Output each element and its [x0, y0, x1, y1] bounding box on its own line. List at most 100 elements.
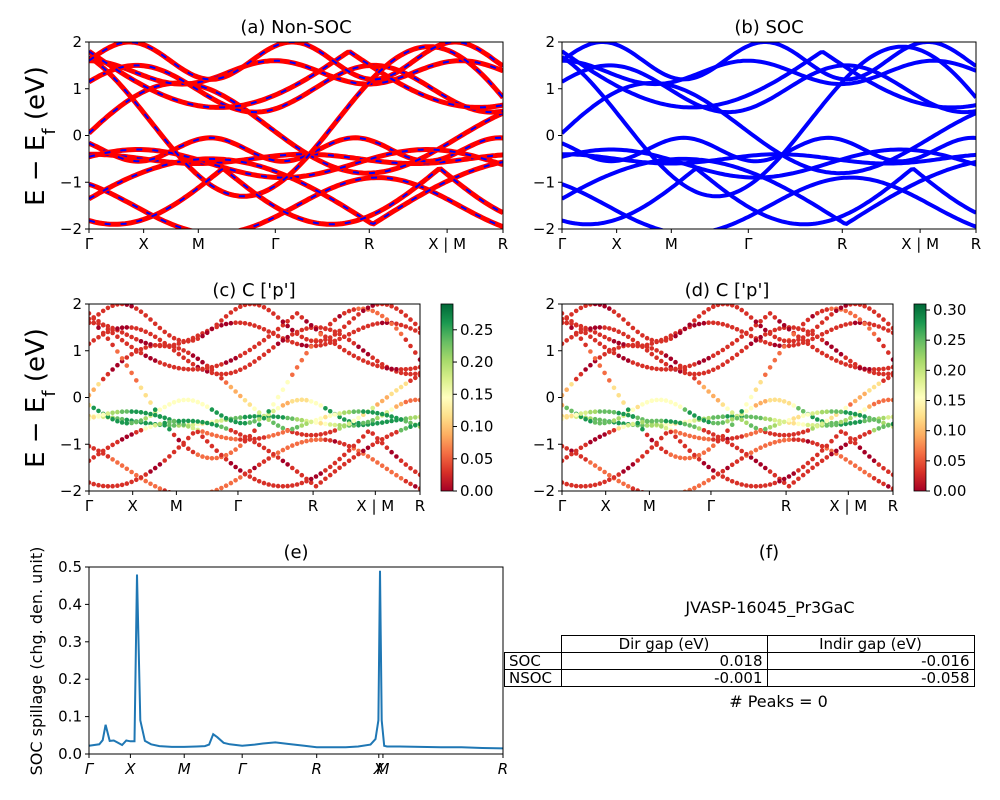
projected-band-point: [110, 367, 115, 372]
projected-band-point: [772, 397, 778, 403]
projected-band-point: [805, 469, 811, 474]
k-point-label: R: [781, 497, 791, 515]
projected-band-point: [89, 416, 92, 422]
y-tick-label: −2: [60, 220, 82, 238]
projected-band-point: [389, 449, 394, 455]
projected-band-point: [682, 326, 688, 332]
projected-band-point: [394, 404, 399, 409]
projected-band-point: [862, 418, 867, 424]
projected-band-point: [857, 466, 863, 472]
projected-band-point: [370, 421, 376, 427]
projected-band-point: [280, 338, 286, 343]
projected-band-point: [852, 440, 858, 446]
projected-band-point: [271, 402, 276, 407]
projected-band-point: [96, 382, 101, 387]
projected-band-point: [233, 419, 238, 425]
projected-band-point: [247, 474, 253, 479]
projected-band-point: [588, 349, 593, 354]
projected-band-point: [361, 308, 366, 314]
projected-band-point: [781, 437, 787, 443]
panel-d-frame: [561, 303, 894, 492]
projected-band-point: [644, 423, 650, 428]
projected-band-point: [96, 319, 101, 324]
projected-band-point: [214, 423, 219, 428]
projected-band-point: [677, 369, 683, 374]
projected-band-point: [190, 418, 196, 424]
projected-band-point: [677, 430, 683, 436]
projected-band-point: [621, 400, 626, 405]
projected-band-point: [824, 409, 830, 415]
projected-band-point: [181, 355, 186, 361]
projected-band-point: [588, 483, 593, 489]
projected-band-point: [408, 424, 413, 430]
projected-band-point: [777, 421, 782, 427]
projected-band-point: [890, 370, 893, 376]
projected-band-point: [356, 409, 361, 414]
projected-band-point: [640, 423, 645, 428]
projected-band-point: [649, 398, 655, 404]
projected-band-point: [668, 429, 674, 435]
projected-band-point: [186, 424, 191, 429]
projected-band-point: [725, 359, 730, 364]
projected-band-point: [786, 474, 792, 479]
projected-band-point: [394, 429, 399, 435]
projected-band-point: [592, 437, 598, 442]
projected-band-point: [389, 366, 394, 372]
projected-band-point: [119, 463, 125, 468]
projected-band-point: [886, 423, 891, 428]
projected-band-point: [105, 371, 111, 377]
gap-table-row: NSOC -0.001 -0.058: [504, 669, 975, 687]
projected-band-point: [223, 321, 229, 327]
projected-band-point: [214, 487, 219, 491]
projected-band-point: [204, 365, 210, 371]
projected-band-point: [219, 362, 224, 367]
projected-band-point: [569, 408, 574, 414]
projected-band-point: [815, 324, 820, 330]
projected-band-point: [327, 464, 333, 470]
projected-band-point: [327, 335, 333, 340]
projected-band-point: [417, 370, 420, 376]
gap-table-dir-value: -0.001: [560, 669, 768, 687]
projected-band-point: [602, 370, 607, 376]
projected-band-point: [162, 420, 167, 426]
projected-band-point: [564, 455, 569, 460]
projected-band-point: [162, 329, 167, 335]
projected-band-point: [611, 347, 617, 352]
projected-band-point: [654, 338, 659, 344]
projected-band-point: [692, 485, 697, 491]
k-point-label: R: [498, 760, 508, 778]
projected-band-point: [852, 420, 858, 425]
projected-band-point: [337, 440, 342, 446]
projected-band-point: [379, 320, 385, 326]
projected-band-point: [361, 358, 366, 363]
projected-band-point: [562, 316, 565, 322]
projected-band-point: [134, 409, 139, 415]
k-point-label: X: [373, 760, 385, 778]
projected-band-point: [881, 371, 886, 377]
projected-band-point: [673, 366, 678, 372]
projected-band-point: [786, 417, 792, 423]
projected-band-point: [351, 329, 357, 335]
projected-band-point: [663, 361, 669, 367]
panel-c-projected-bands: [89, 304, 420, 491]
projected-band-point: [275, 483, 281, 489]
band-line: [562, 147, 976, 180]
projected-band-point: [256, 341, 262, 346]
projected-band-point: [753, 322, 759, 328]
projected-band-point: [361, 434, 366, 439]
projected-band-point: [829, 306, 834, 312]
projected-band-point: [748, 450, 754, 456]
projected-band-point: [772, 432, 778, 437]
panel-b-bands: [562, 42, 976, 229]
projected-band-point: [417, 414, 420, 420]
projected-band-point: [734, 352, 740, 358]
projected-band-point: [171, 364, 177, 370]
projected-band-point: [871, 401, 877, 407]
projected-band-point: [645, 491, 650, 496]
projected-band-point: [725, 465, 730, 471]
projected-band-point: [299, 417, 305, 423]
projected-band-point: [668, 336, 674, 342]
projected-band-point: [848, 402, 853, 407]
projected-band-point: [739, 448, 744, 454]
